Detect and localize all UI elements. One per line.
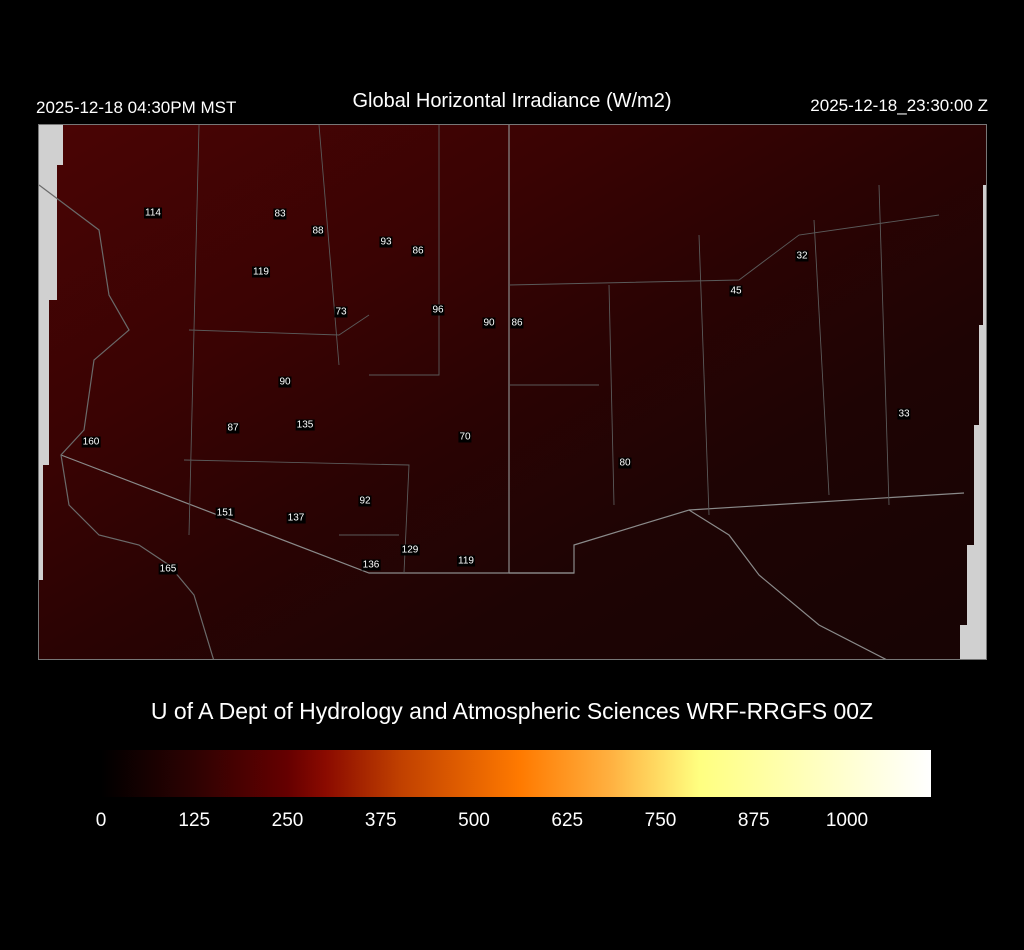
map-title: Global Horizontal Irradiance (W/m2) <box>352 90 672 112</box>
utc-time: 2025-12-18_23:30:00 Z <box>810 96 988 115</box>
station-value: 151 <box>215 507 235 519</box>
station-value: 33 <box>897 408 911 420</box>
colorbar-tick-label: 625 <box>551 810 584 831</box>
no-data-left <box>39 125 63 580</box>
station-value: 137 <box>286 512 306 524</box>
colorbar-tick-label: 500 <box>458 810 490 831</box>
colorbar-tick-label: 375 <box>364 810 397 831</box>
irradiance-map: 114 83 88 93 86 119 73 96 90 86 90 135 87 160 70 151 137… <box>38 124 987 660</box>
colorbar-tick-label: 750 <box>644 810 677 831</box>
station-value: 83 <box>273 208 287 220</box>
credit-text: U of A Dept of Hydrology and Atmospheric… <box>150 698 874 724</box>
station-value: 92 <box>358 495 372 507</box>
station-value: 119 <box>252 266 270 278</box>
station-value: 70 <box>458 431 472 443</box>
map-borders <box>39 125 986 659</box>
station-value: 90 <box>482 317 496 329</box>
station-value: 86 <box>411 245 425 257</box>
county-lines <box>183 125 940 574</box>
station-value: 87 <box>226 422 240 434</box>
station-value: 80 <box>618 457 632 469</box>
station-value: 96 <box>431 304 445 316</box>
colorbar-tick-label: 250 <box>271 810 304 831</box>
coast <box>39 184 215 659</box>
station-value: 73 <box>334 306 348 318</box>
station-value: 88 <box>311 225 325 237</box>
colorbar-tick-label: 1000 <box>825 810 869 831</box>
station-value: 93 <box>379 236 393 248</box>
station-value: 165 <box>158 563 178 575</box>
colorbar-tick-label: 875 <box>737 810 770 831</box>
no-data-right <box>960 185 986 659</box>
colorbar-tick-label: 125 <box>178 810 211 831</box>
station-value: 45 <box>729 285 743 297</box>
colorbar <box>101 750 931 797</box>
station-value: 32 <box>795 250 809 262</box>
station-value: 86 <box>510 317 524 329</box>
local-time: 2025-12-18 04:30PM MST <box>36 98 237 117</box>
station-value: 114 <box>144 207 162 219</box>
mexico-border <box>60 454 887 659</box>
station-value: 135 <box>295 419 315 431</box>
tx-border <box>688 492 965 511</box>
station-value: 160 <box>81 436 101 448</box>
colorbar-tick-label: 0 <box>95 810 107 831</box>
station-value: 90 <box>278 376 292 388</box>
station-value: 129 <box>400 544 420 556</box>
station-value: 136 <box>361 559 381 571</box>
station-value: 119 <box>457 555 475 567</box>
